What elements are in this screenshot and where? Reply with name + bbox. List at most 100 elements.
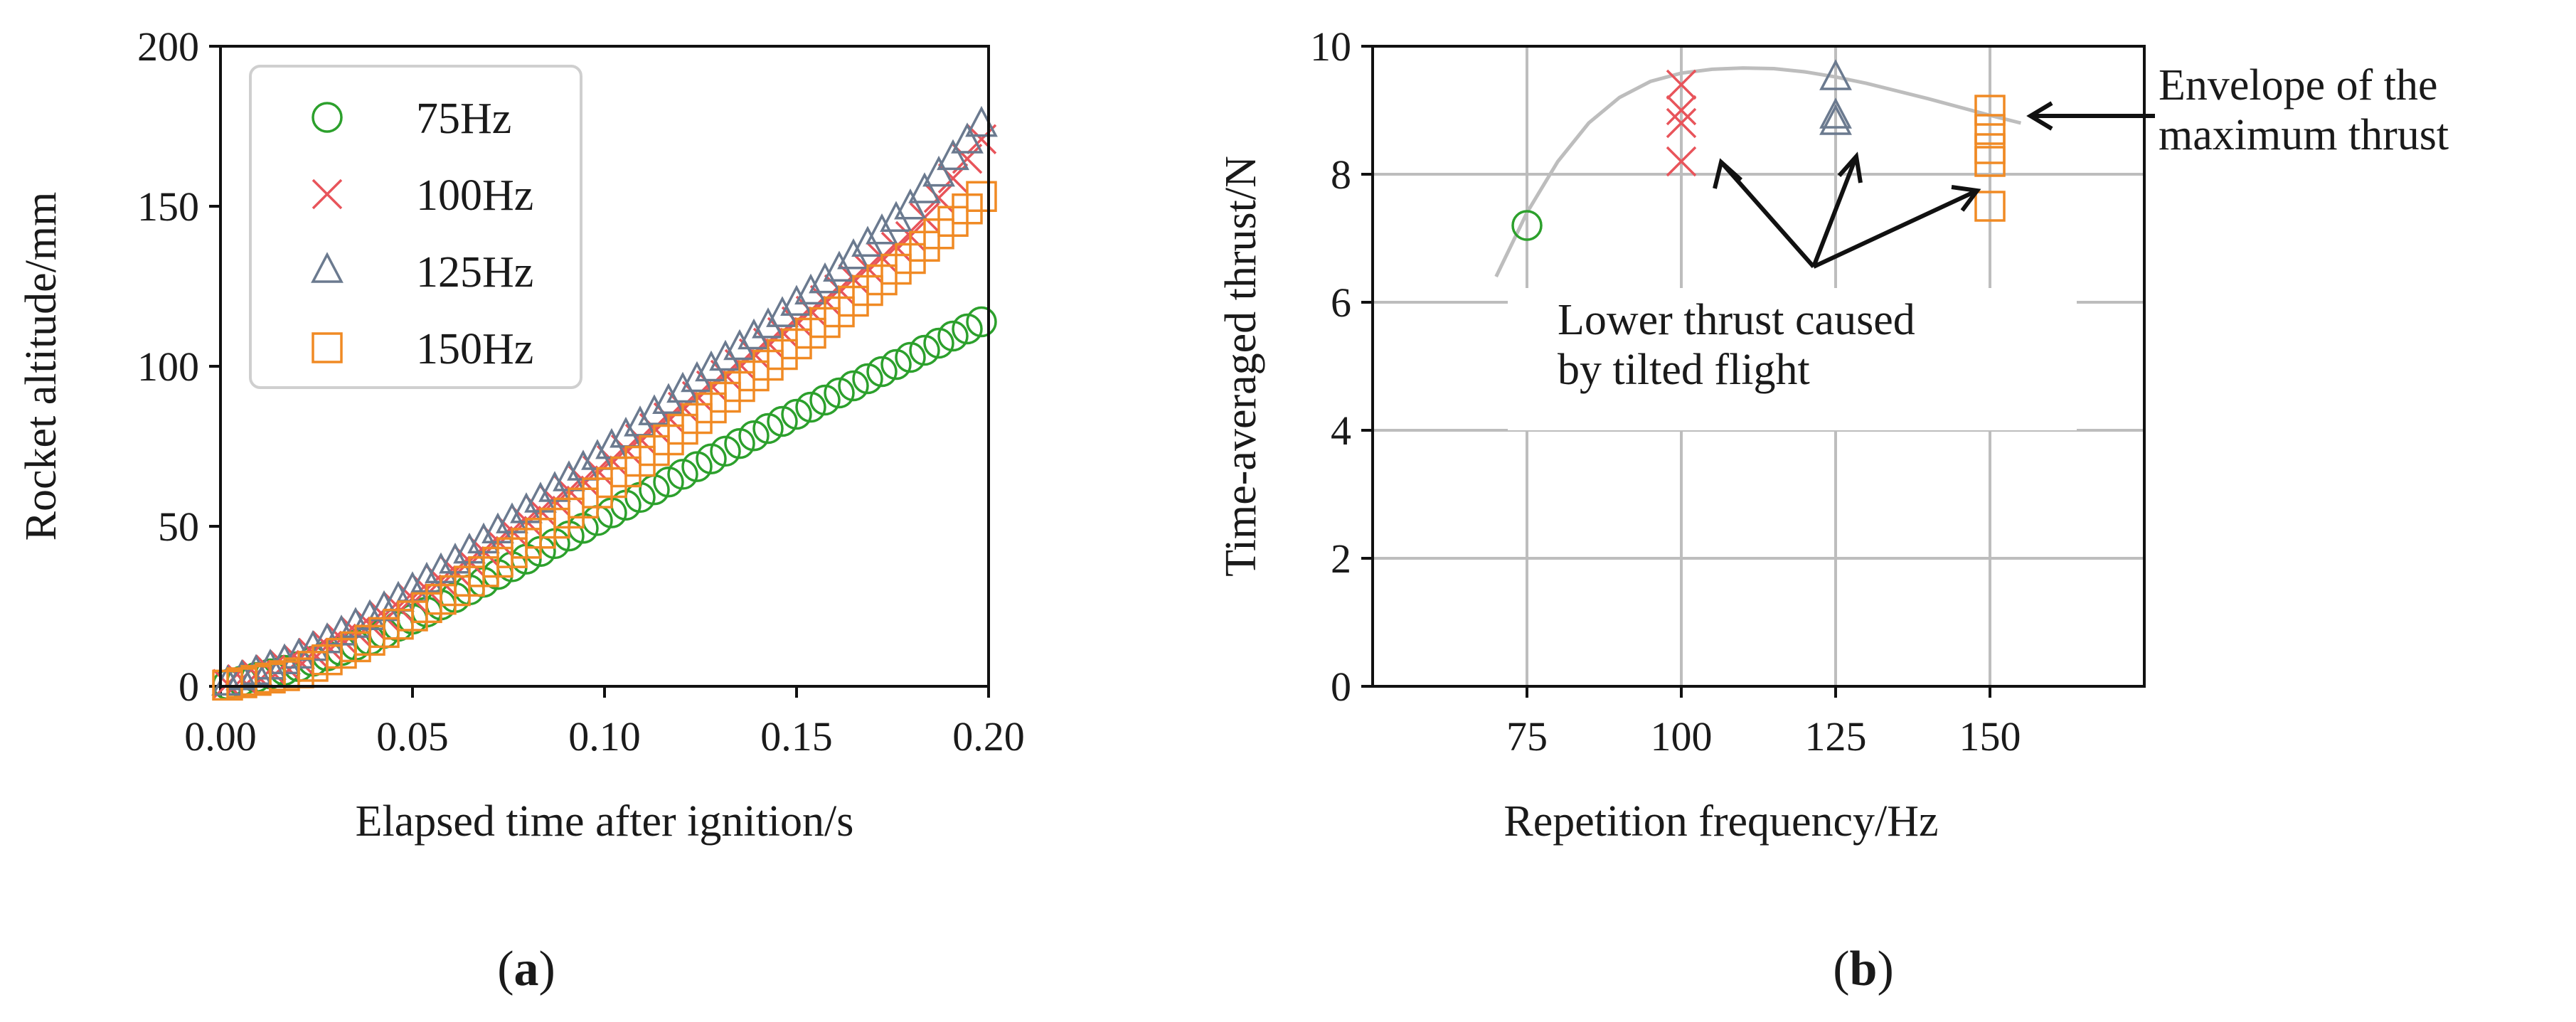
- marker-75Hz: [710, 435, 741, 467]
- marker-125Hz: [666, 371, 699, 403]
- marker-75Hz: [838, 370, 869, 402]
- marker-150Hz: [1974, 146, 2006, 177]
- marker-75Hz: [767, 405, 798, 437]
- legend-label: 75Hz: [416, 95, 511, 143]
- x-tick-label: 125: [1805, 713, 1867, 760]
- legend-label: 125Hz: [416, 248, 533, 297]
- x-tick-label: 0.05: [376, 713, 449, 760]
- legend-marker-125Hz: [311, 252, 344, 283]
- marker-75Hz: [752, 412, 784, 445]
- x-tick-label: 75: [1506, 713, 1548, 760]
- marker-125Hz: [894, 188, 927, 220]
- panel-b-letter: b: [1850, 942, 1878, 996]
- marker-75Hz: [1511, 210, 1543, 241]
- marker-125Hz: [1819, 97, 1852, 129]
- marker-125Hz: [794, 273, 827, 305]
- marker-75Hz: [866, 356, 898, 388]
- marker-150Hz: [1974, 191, 2006, 222]
- marker-125Hz: [1819, 59, 1852, 90]
- marker-75Hz: [952, 313, 983, 345]
- annotation-arrows: [1713, 101, 2155, 269]
- panel-b-plot-frame: [1371, 45, 2146, 688]
- y-tick-label: 0: [179, 664, 199, 710]
- arrow-head-envelope: [2026, 101, 2053, 131]
- envelope-curve: [1494, 66, 2022, 278]
- marker-75Hz: [824, 377, 855, 409]
- panel-a-legend: 75Hz 100Hz 125Hz 150Hz: [249, 65, 582, 389]
- marker-125Hz: [723, 329, 756, 361]
- marker-150Hz: [1974, 114, 2006, 145]
- arrow-to-150hz: [1812, 188, 1979, 269]
- marker-125Hz: [681, 361, 713, 393]
- panel-a-ticks: 0.00 0.05 0.10 0.15 0.20 0 50 100 150 200: [137, 23, 1025, 760]
- annotation-envelope-line-1: Envelope of the: [2159, 61, 2438, 110]
- x-tick-label: 150: [1959, 713, 2021, 760]
- y-tick-label: 0: [1331, 664, 1351, 710]
- marker-100Hz: [1666, 107, 1697, 139]
- x-tick-label: 0.15: [760, 713, 833, 760]
- legend-marker-75Hz: [312, 102, 343, 133]
- x-tick-label: 0.00: [184, 713, 257, 760]
- annotation-tilted-line-1: Lower thrust caused: [1558, 296, 1915, 344]
- marker-125Hz: [1819, 104, 1852, 135]
- marker-75Hz: [681, 451, 713, 482]
- y-tick-label: 4: [1331, 408, 1351, 454]
- marker-75Hz: [852, 363, 883, 395]
- marker-125Hz: [752, 307, 784, 339]
- panel-b-ticks: 75 100 125 150 0 2 4 6 8 10: [1310, 23, 2021, 760]
- marker-125Hz: [766, 296, 799, 327]
- marker-75Hz: [909, 334, 940, 366]
- panel-a-letter: a: [514, 942, 539, 996]
- marker-125Hz: [652, 383, 685, 414]
- marker-75Hz: [895, 341, 926, 373]
- legend-marker-100Hz: [312, 179, 343, 210]
- panel-a-label: (a): [497, 942, 555, 996]
- annotation-tilted-line-2: by tilted flight: [1558, 346, 1810, 394]
- panel-a-data-points: [211, 105, 998, 701]
- arrow-head-150hz: [1951, 185, 1981, 212]
- panel-b-chart: 75 100 125 150 0 2 4 6 8 10 Lower thrust caused b…: [1217, 23, 2449, 996]
- panel-a-plot-frame: [219, 45, 990, 688]
- annotation-envelope-line-2: maximum thrust: [2159, 111, 2449, 159]
- marker-125Hz: [809, 262, 841, 294]
- marker-75Hz: [667, 459, 698, 490]
- marker-100Hz: [1666, 69, 1697, 100]
- marker-125Hz: [908, 172, 941, 203]
- marker-125Hz: [937, 139, 969, 171]
- panel-a-xlabel: Elapsed time after ignition/s: [356, 797, 854, 846]
- marker-125Hz: [709, 339, 742, 371]
- panel-a-ylabel: Rocket altitude/mm: [17, 192, 65, 541]
- panel-a-chart: 0.00 0.05 0.10 0.15 0.20 0 50 100 150 200 75Hz 100…: [17, 23, 1025, 996]
- marker-125Hz: [780, 284, 813, 316]
- annotation-background: [1508, 288, 2077, 430]
- panel-b-label: (b): [1833, 942, 1894, 996]
- marker-75Hz: [738, 420, 770, 452]
- marker-75Hz: [966, 306, 997, 338]
- panel-b-data-points: [1511, 59, 2006, 241]
- legend-marker-150Hz: [312, 332, 343, 363]
- marker-125Hz: [638, 394, 671, 425]
- legend-label: 150Hz: [416, 325, 533, 373]
- y-tick-label: 50: [158, 504, 199, 550]
- marker-125Hz: [695, 350, 728, 382]
- marker-75Hz: [809, 384, 841, 416]
- marker-100Hz: [966, 124, 997, 154]
- y-tick-label: 100: [137, 344, 199, 390]
- x-tick-label: 100: [1651, 713, 1713, 760]
- marker-150Hz: [1974, 95, 2006, 126]
- y-tick-label: 200: [137, 23, 199, 70]
- marker-75Hz: [696, 443, 727, 474]
- marker-75Hz: [724, 427, 755, 459]
- y-tick-label: 10: [1310, 23, 1351, 70]
- marker-75Hz: [653, 467, 684, 498]
- y-tick-label: 8: [1331, 151, 1351, 198]
- marker-125Hz: [738, 318, 770, 350]
- marker-75Hz: [795, 391, 826, 423]
- legend-label: 100Hz: [416, 171, 533, 220]
- x-tick-label: 0.20: [952, 713, 1025, 760]
- marker-75Hz: [937, 320, 969, 352]
- y-tick-label: 150: [137, 183, 199, 230]
- y-tick-label: 2: [1331, 536, 1351, 582]
- arrow-to-125hz: [1811, 155, 1858, 268]
